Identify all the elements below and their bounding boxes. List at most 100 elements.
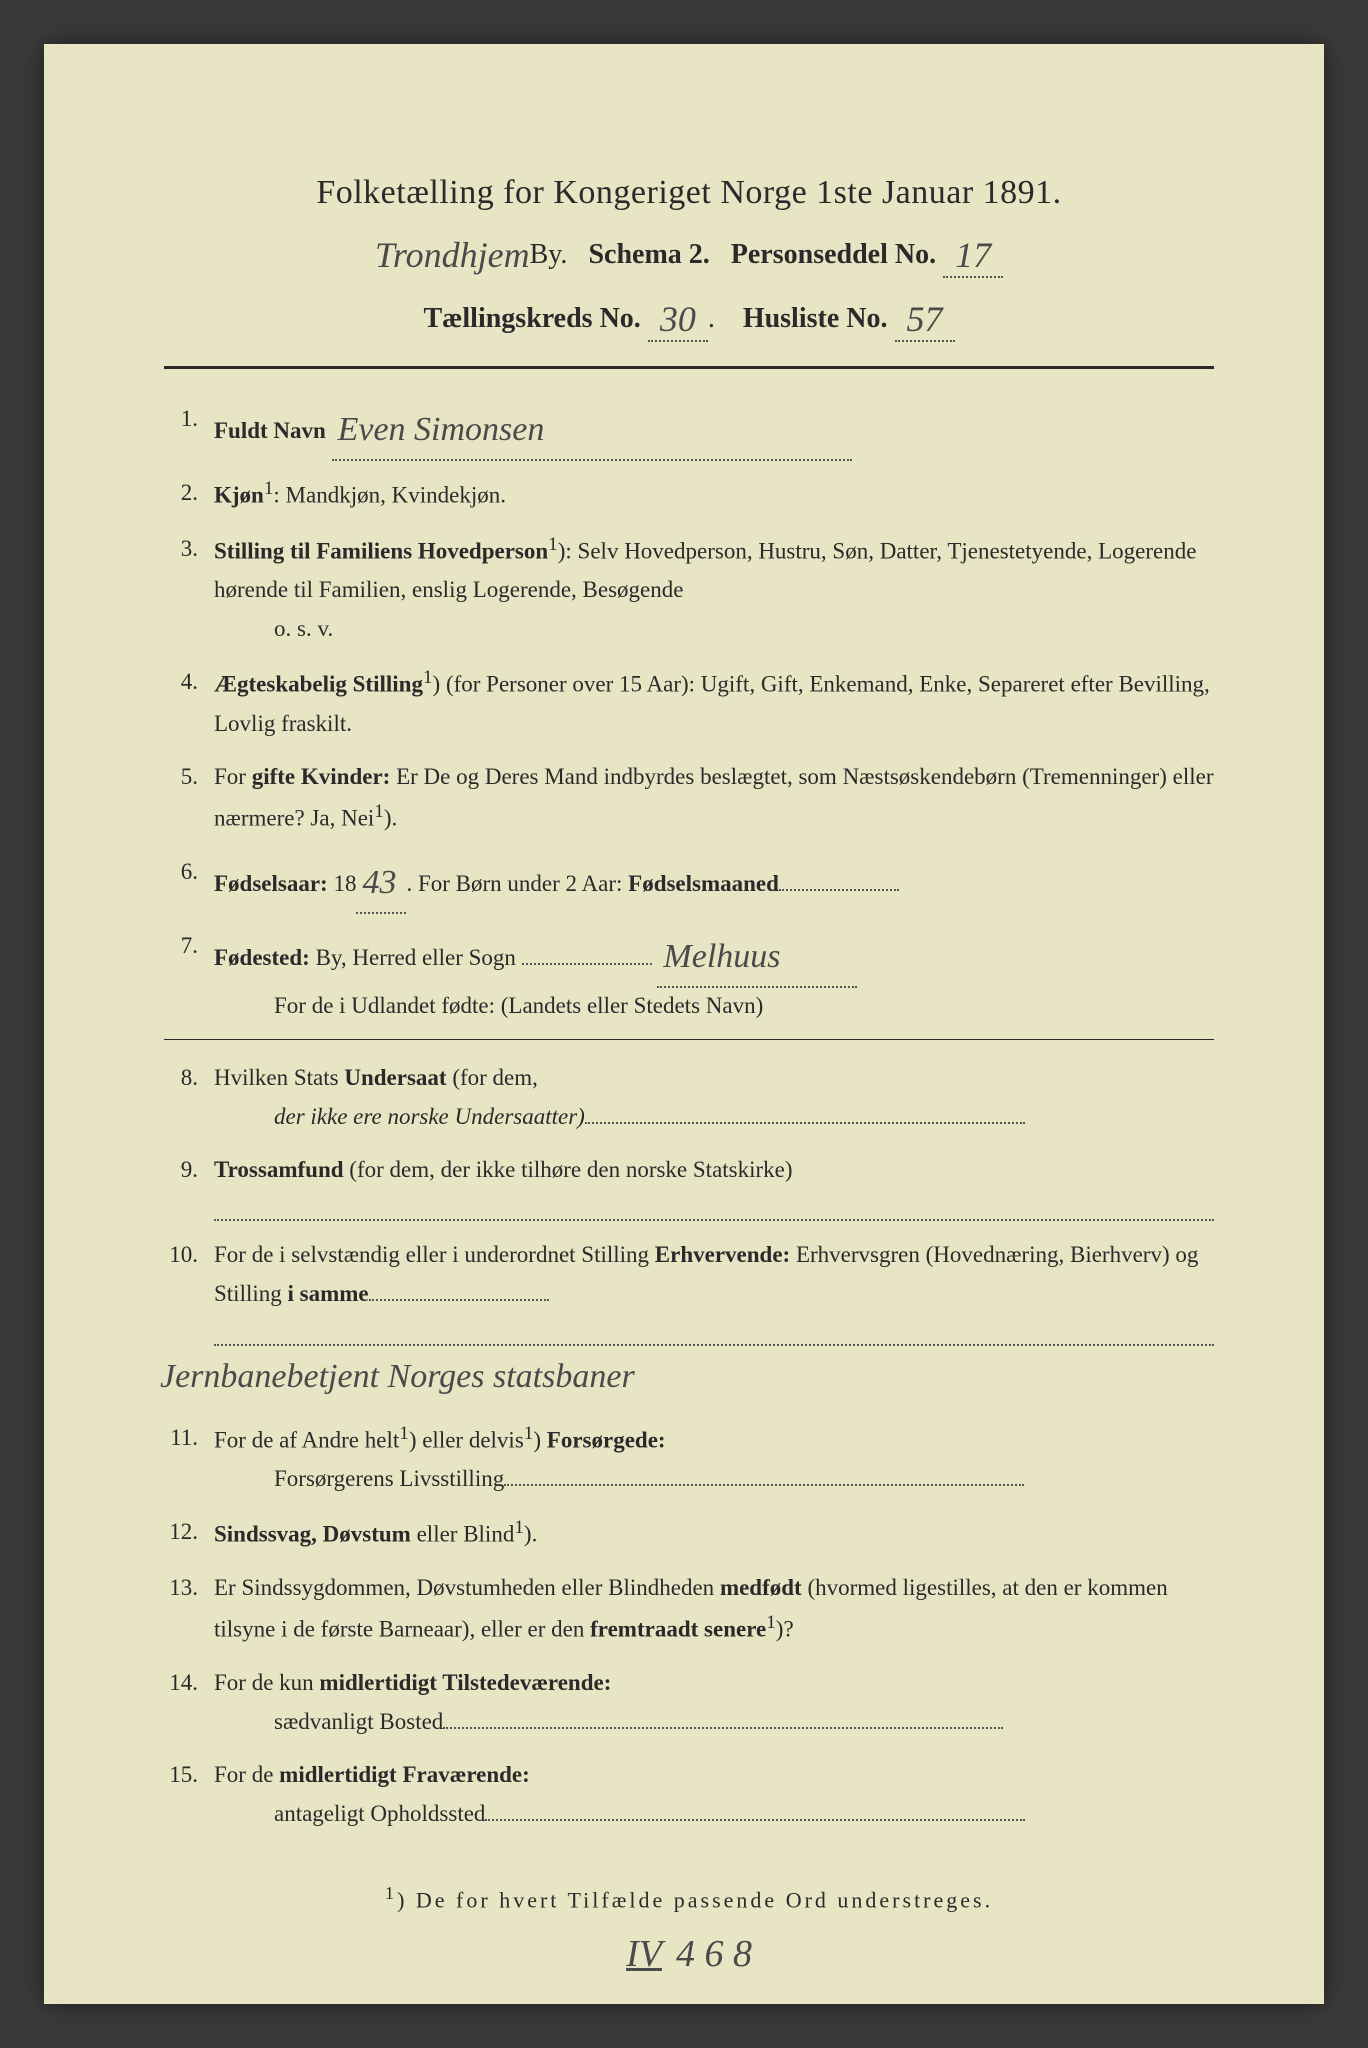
- label: Kjøn: [214, 482, 264, 507]
- item-5: 5. For gifte Kvinder: Er De og Deres Man…: [164, 757, 1214, 838]
- mid: . For Børn under 2 Aar:: [406, 871, 628, 896]
- plain: For de af Andre helt: [214, 1427, 399, 1452]
- item-body: Fuldt Navn Even Simonsen: [214, 399, 1214, 459]
- fill: [214, 1189, 1214, 1221]
- year-prefix: 18: [333, 871, 356, 896]
- kreds-no: 30: [648, 298, 708, 342]
- item-num: 13.: [164, 1568, 214, 1649]
- plain: For de i selvstændig eller i underordnet…: [214, 1242, 655, 1267]
- item-1: 1. Fuldt Navn Even Simonsen: [164, 399, 1214, 459]
- sup: 1: [514, 1517, 524, 1538]
- mid-divider: [164, 1039, 1214, 1040]
- item-body: Fødested: By, Herred eller Sogn Melhuus …: [214, 926, 1214, 1025]
- sup: 1: [423, 667, 433, 688]
- footnote: 1) De for hvert Tilfælde passende Ord un…: [164, 1883, 1214, 1913]
- footnote-sup: 1: [385, 1883, 397, 1903]
- header-line-2: TrondhjemBy. Schema 2. Personseddel No. …: [164, 230, 1214, 274]
- sup: 1: [548, 534, 558, 555]
- bottom-annotation: IV4 6 8: [164, 1932, 1214, 1976]
- husliste-no: 57: [895, 298, 955, 342]
- item-body: Er Sindssygdommen, Døvstumheden eller Bl…: [214, 1568, 1214, 1649]
- item-body: For de af Andre helt1) eller delvis1) Fo…: [214, 1418, 1214, 1499]
- label: Forsørgede:: [547, 1427, 666, 1452]
- husliste-label: Husliste No.: [743, 303, 888, 334]
- item-8: 8. Hvilken Stats Undersaat (for dem, der…: [164, 1058, 1214, 1136]
- personseddel-label: Personseddel No.: [731, 239, 936, 270]
- birth-month: [779, 889, 899, 891]
- item-num: 3.: [164, 529, 214, 649]
- item-body: For de midlertidigt Fraværende: antageli…: [214, 1755, 1214, 1833]
- label: Fuldt Navn: [214, 418, 326, 443]
- birth-year: 43: [356, 854, 406, 914]
- item-num: 6.: [164, 852, 214, 912]
- item-15: 15. For de midlertidigt Fraværende: anta…: [164, 1755, 1214, 1833]
- label: Stilling til Familiens Hovedperson: [214, 538, 548, 563]
- form-items: 1. Fuldt Navn Even Simonsen 2. Kjøn1: Ma…: [164, 399, 1214, 1833]
- line2-wrap: sædvanligt Bosted: [214, 1702, 1214, 1741]
- label: Fødselsaar:: [214, 871, 328, 896]
- census-form-page: Folketælling for Kongeriget Norge 1ste J…: [44, 44, 1324, 2004]
- item-num: 15.: [164, 1755, 214, 1833]
- plain: For de kun: [214, 1670, 319, 1695]
- item-body: Fødselsaar: 1843. For Børn under 2 Aar: …: [214, 852, 1214, 912]
- line2-text: der ikke ere norske Undersaatter): [274, 1104, 585, 1129]
- line2: Forsørgerens Livsstilling: [274, 1466, 504, 1491]
- item-num: 1.: [164, 399, 214, 459]
- item-body: Sindssvag, Døvstum eller Blind1).: [214, 1512, 1214, 1554]
- item-num: 5.: [164, 757, 214, 838]
- item-body: For de kun midlertidigt Tilstedeværende:…: [214, 1663, 1214, 1741]
- fill2: [214, 1314, 1214, 1346]
- form-header: Folketælling for Kongeriget Norge 1ste J…: [164, 174, 1214, 338]
- text: (for dem,: [447, 1065, 538, 1090]
- line2: For de i Udlandet fødte: (Landets eller …: [214, 986, 1214, 1025]
- item-num: 11.: [164, 1418, 214, 1499]
- label: Sindssvag, Døvstum: [214, 1522, 411, 1547]
- line2: antageligt Opholdssted: [274, 1801, 485, 1826]
- gap: [522, 963, 652, 965]
- label: Erhvervende:: [655, 1242, 790, 1267]
- personseddel-no: 17: [943, 234, 1003, 278]
- plain: For: [214, 764, 252, 789]
- fill: [585, 1122, 1025, 1124]
- item-body: For de i selvstændig eller i underordnet…: [214, 1235, 1214, 1403]
- fill: [369, 1299, 549, 1301]
- plain: For de: [214, 1762, 279, 1787]
- birthplace-value: Melhuus: [657, 928, 857, 988]
- label: midlertidigt Fraværende:: [279, 1762, 530, 1787]
- item-body: Ægteskabelig Stilling1) (for Personer ov…: [214, 662, 1214, 743]
- plain: Hvilken Stats: [214, 1065, 344, 1090]
- item-body: Stilling til Familiens Hovedperson1): Se…: [214, 529, 1214, 649]
- mark-rest: 4 6 8: [676, 1933, 752, 1975]
- line2: der ikke ere norske Undersaatter): [214, 1097, 1214, 1136]
- label2: i samme: [288, 1281, 369, 1306]
- header-divider: [164, 366, 1214, 369]
- item-11: 11. For de af Andre helt1) eller delvis1…: [164, 1418, 1214, 1499]
- sup: 1: [766, 1612, 776, 1633]
- sup: 1: [374, 801, 384, 822]
- text: eller Blind: [411, 1522, 514, 1547]
- header-line-3: Tællingskreds No. 30. Husliste No. 57: [164, 294, 1214, 338]
- city-name: Trondhjem: [375, 234, 530, 276]
- label: Trossamfund: [214, 1157, 344, 1182]
- item-num: 2.: [164, 473, 214, 515]
- item-num: 8.: [164, 1058, 214, 1136]
- item-4: 4. Ægteskabelig Stilling1) (for Personer…: [164, 662, 1214, 743]
- sup: 1: [264, 478, 274, 499]
- label: gifte Kvinder:: [252, 764, 391, 789]
- kreds-label: Tællingskreds No.: [423, 303, 640, 334]
- item-num: 4.: [164, 662, 214, 743]
- fill: [485, 1819, 1025, 1821]
- item-9: 9. Trossamfund (for dem, der ikke tilhør…: [164, 1150, 1214, 1221]
- item-2: 2. Kjøn1: Mandkjøn, Kvindekjøn.: [164, 473, 1214, 515]
- text: ): [533, 1427, 546, 1452]
- form-title: Folketælling for Kongeriget Norge 1ste J…: [164, 174, 1214, 212]
- item-6: 6. Fødselsaar: 1843. For Børn under 2 Aa…: [164, 852, 1214, 912]
- line2-wrap: Forsørgerens Livsstilling: [214, 1459, 1214, 1498]
- schema-label: Schema 2.: [588, 239, 709, 270]
- sup: 1: [399, 1423, 409, 1444]
- item-body: Hvilken Stats Undersaat (for dem, der ik…: [214, 1058, 1214, 1136]
- item-12: 12. Sindssvag, Døvstum eller Blind1).: [164, 1512, 1214, 1554]
- item-7: 7. Fødested: By, Herred eller Sogn Melhu…: [164, 926, 1214, 1025]
- label: Ægteskabelig Stilling: [214, 672, 423, 697]
- fill: [443, 1727, 1003, 1729]
